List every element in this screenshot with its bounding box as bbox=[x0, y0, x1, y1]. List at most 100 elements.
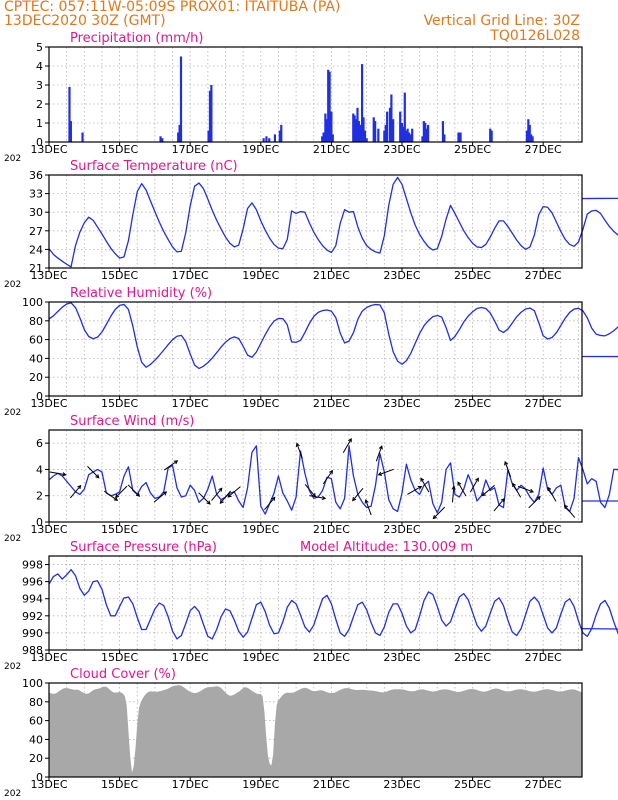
precipitation-bar bbox=[68, 86, 71, 142]
wind-arrow-head bbox=[113, 496, 119, 501]
precipitation-bar bbox=[280, 124, 283, 142]
plot-frame bbox=[48, 429, 583, 523]
x-tick-label: 21DEC bbox=[313, 397, 350, 410]
precipitation-bar bbox=[177, 132, 180, 142]
y-tick-label: 5 bbox=[36, 41, 43, 54]
wind-arrow-head bbox=[420, 477, 425, 482]
y-tick-label: 4 bbox=[36, 463, 43, 476]
forecast-start-date: 13DEC2020 30Z (GMT) bbox=[4, 13, 166, 29]
wind-arrow bbox=[49, 471, 66, 476]
wind-arrow-head bbox=[329, 469, 334, 475]
wind-arrow bbox=[69, 485, 82, 499]
wind-arrow bbox=[219, 490, 232, 504]
precipitation-bar bbox=[179, 56, 183, 142]
wind-arrow-head bbox=[547, 486, 552, 491]
precipitation-bar bbox=[330, 111, 333, 142]
wind-arrow-head bbox=[227, 493, 232, 498]
x-tick-label: 23DEC bbox=[383, 269, 420, 282]
wind-arrow bbox=[264, 497, 276, 511]
precipitation-bar bbox=[362, 117, 365, 142]
x-tick-label: 19DEC bbox=[242, 269, 279, 282]
wind-arrow bbox=[227, 486, 241, 498]
wind-arrow bbox=[433, 506, 446, 519]
precipitation-bar bbox=[331, 134, 334, 142]
precipitation-bar bbox=[327, 69, 330, 142]
precipitation-bar bbox=[400, 123, 404, 142]
wind-arrow bbox=[352, 487, 364, 501]
wind-arrow-head bbox=[457, 481, 462, 486]
x-tick-label: 23DEC bbox=[383, 651, 420, 664]
precipitation-bar bbox=[357, 121, 361, 142]
wind-arrow-head bbox=[481, 492, 486, 497]
wind-arrow-head bbox=[378, 445, 383, 450]
x-tick-label: 19DEC bbox=[242, 143, 279, 156]
y-tick-label: 60 bbox=[29, 715, 43, 728]
wind-arrow-head bbox=[500, 497, 505, 503]
x-tick-label: 27DEC bbox=[525, 143, 562, 156]
precipitation-bar bbox=[490, 130, 493, 142]
wind-arrow-head bbox=[377, 471, 383, 476]
precipitation-bar bbox=[489, 128, 492, 142]
x-tick-label: 19DEC bbox=[242, 397, 279, 410]
y-tick-label: 100 bbox=[22, 677, 43, 690]
precipitation-bar bbox=[459, 132, 462, 142]
precipitation-bar bbox=[356, 107, 359, 142]
x-tick-label: 13DEC bbox=[30, 143, 67, 156]
wind-arrow bbox=[547, 487, 557, 502]
wind-arrow bbox=[198, 492, 211, 505]
x-tick-label: 25DEC bbox=[454, 143, 491, 156]
panel-title: Surface Temperature (nC) bbox=[70, 159, 238, 174]
wind-arrow-head bbox=[475, 477, 479, 482]
wind-arrow bbox=[127, 484, 140, 497]
precipitation-bar bbox=[354, 119, 358, 142]
wind-arrow-head bbox=[295, 442, 300, 448]
precipitation-bar bbox=[353, 115, 356, 142]
precipitation-bar bbox=[421, 136, 424, 142]
x-tick-label: 27DEC bbox=[525, 778, 562, 791]
wind-arrow bbox=[564, 505, 576, 518]
wind-arrow bbox=[407, 486, 422, 495]
wind-arrow bbox=[482, 484, 495, 496]
wind-arrow bbox=[309, 495, 326, 499]
x-tick-label: 15DEC bbox=[101, 523, 138, 536]
precipitation-bar bbox=[360, 64, 364, 142]
y-tick-label: 80 bbox=[29, 315, 43, 328]
wind-arrow-head bbox=[218, 487, 223, 492]
y-tick-label: 1 bbox=[36, 117, 43, 130]
precipitation-bar bbox=[321, 136, 324, 142]
wind-arrow bbox=[469, 478, 479, 493]
x-tick-label: 15DEC bbox=[101, 269, 138, 282]
y-tick-label: 20 bbox=[29, 752, 43, 765]
wind-arrow bbox=[517, 485, 534, 493]
wind-arrow-head bbox=[348, 437, 352, 443]
panel-title: Surface Pressure (hPa) bbox=[70, 540, 217, 555]
x-tick-label: 15DEC bbox=[101, 778, 138, 791]
wind-arrow-head bbox=[364, 499, 369, 504]
x-tick-year: 202 bbox=[4, 280, 21, 290]
wind-arrow-head bbox=[114, 493, 120, 499]
y-tick-label: 21 bbox=[29, 262, 43, 275]
y-tick-label: 36 bbox=[29, 169, 43, 182]
y-tick-label: 0 bbox=[36, 136, 43, 149]
wind-arrow bbox=[103, 490, 118, 501]
precipitation-bar bbox=[528, 124, 531, 142]
y-tick-label: 990 bbox=[22, 627, 43, 640]
precipitation-bar bbox=[390, 94, 393, 142]
panel-title: Surface Wind (m/s) bbox=[70, 414, 194, 429]
precipitation-bar bbox=[422, 121, 425, 142]
station-header: CPTEC: 057:11W-05:09S PROX01: ITAITUBA (… bbox=[4, 0, 341, 15]
plot-area bbox=[49, 556, 582, 650]
wind-arrow-head bbox=[271, 496, 276, 501]
x-tick-year: 202 bbox=[4, 534, 21, 544]
model-run-code: TQ0126L028 bbox=[490, 28, 580, 44]
precipitation-bar bbox=[386, 111, 389, 142]
wind-arrow-head bbox=[504, 460, 509, 466]
precipitation-bar bbox=[273, 134, 277, 142]
x-tick-label: 17DEC bbox=[172, 397, 209, 410]
x-tick-label: 25DEC bbox=[454, 523, 491, 536]
precipitation-bar bbox=[384, 124, 387, 142]
wind-arrow bbox=[115, 485, 128, 498]
x-tick-label: 17DEC bbox=[172, 143, 209, 156]
precipitation-bar bbox=[407, 132, 411, 142]
